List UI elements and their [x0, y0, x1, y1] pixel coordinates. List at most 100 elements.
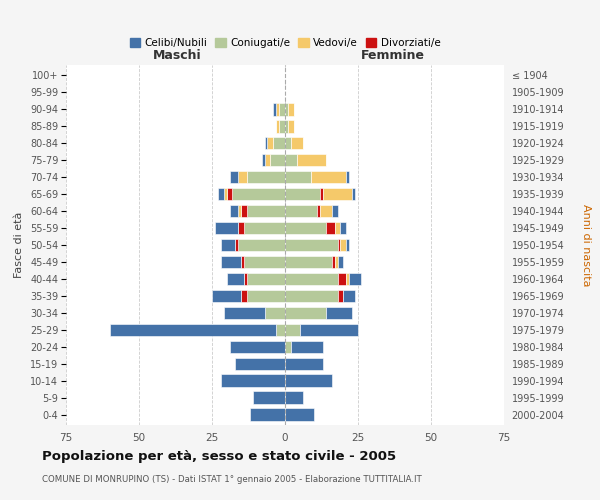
- Bar: [338, 272, 346, 285]
- Bar: [244, 222, 285, 234]
- Bar: [352, 188, 355, 200]
- Bar: [326, 222, 335, 234]
- Bar: [232, 188, 285, 200]
- Bar: [291, 136, 302, 149]
- Bar: [110, 324, 276, 336]
- Bar: [238, 204, 241, 218]
- Text: Femmine: Femmine: [361, 50, 425, 62]
- Bar: [343, 290, 355, 302]
- Bar: [253, 392, 285, 404]
- Bar: [299, 324, 358, 336]
- Bar: [221, 238, 235, 252]
- Bar: [247, 290, 285, 302]
- Bar: [262, 154, 265, 166]
- Bar: [340, 238, 346, 252]
- Bar: [285, 136, 291, 149]
- Bar: [230, 170, 238, 183]
- Bar: [338, 290, 343, 302]
- Bar: [346, 170, 349, 183]
- Bar: [276, 120, 279, 132]
- Bar: [212, 290, 241, 302]
- Y-axis label: Anni di nascita: Anni di nascita: [581, 204, 591, 286]
- Bar: [221, 256, 241, 268]
- Bar: [244, 272, 247, 285]
- Bar: [215, 222, 238, 234]
- Bar: [346, 238, 349, 252]
- Bar: [285, 272, 338, 285]
- Bar: [244, 256, 285, 268]
- Bar: [241, 204, 247, 218]
- Bar: [317, 204, 320, 218]
- Bar: [332, 204, 338, 218]
- Bar: [230, 340, 285, 353]
- Bar: [279, 120, 285, 132]
- Bar: [238, 222, 244, 234]
- Bar: [218, 188, 224, 200]
- Bar: [349, 272, 361, 285]
- Bar: [285, 306, 326, 320]
- Bar: [274, 136, 285, 149]
- Bar: [238, 170, 247, 183]
- Bar: [323, 188, 352, 200]
- Bar: [338, 238, 340, 252]
- Bar: [285, 358, 323, 370]
- Bar: [285, 154, 296, 166]
- Bar: [288, 103, 294, 116]
- Text: Maschi: Maschi: [152, 50, 201, 62]
- Bar: [227, 188, 232, 200]
- Bar: [265, 136, 268, 149]
- Bar: [296, 154, 326, 166]
- Bar: [235, 238, 238, 252]
- Bar: [285, 324, 299, 336]
- Bar: [247, 204, 285, 218]
- Bar: [285, 188, 320, 200]
- Y-axis label: Fasce di età: Fasce di età: [14, 212, 25, 278]
- Bar: [285, 170, 311, 183]
- Bar: [285, 392, 302, 404]
- Text: COMUNE DI MONRUPINO (TS) - Dati ISTAT 1° gennaio 2005 - Elaborazione TUTTITALIA.: COMUNE DI MONRUPINO (TS) - Dati ISTAT 1°…: [42, 475, 422, 484]
- Bar: [227, 272, 244, 285]
- Text: Popolazione per età, sesso e stato civile - 2005: Popolazione per età, sesso e stato civil…: [42, 450, 396, 463]
- Bar: [320, 204, 332, 218]
- Bar: [311, 170, 346, 183]
- Bar: [285, 290, 338, 302]
- Bar: [274, 103, 276, 116]
- Bar: [285, 374, 332, 387]
- Bar: [241, 290, 247, 302]
- Bar: [224, 188, 227, 200]
- Bar: [285, 238, 338, 252]
- Bar: [268, 136, 274, 149]
- Bar: [271, 154, 285, 166]
- Bar: [338, 256, 343, 268]
- Bar: [276, 103, 279, 116]
- Bar: [285, 222, 326, 234]
- Bar: [285, 408, 314, 421]
- Bar: [285, 204, 317, 218]
- Bar: [250, 408, 285, 421]
- Bar: [285, 120, 288, 132]
- Bar: [238, 238, 285, 252]
- Bar: [326, 306, 352, 320]
- Bar: [320, 188, 323, 200]
- Bar: [285, 256, 332, 268]
- Bar: [332, 256, 335, 268]
- Bar: [291, 340, 323, 353]
- Bar: [340, 222, 346, 234]
- Bar: [279, 103, 285, 116]
- Bar: [335, 256, 338, 268]
- Bar: [230, 204, 238, 218]
- Bar: [241, 256, 244, 268]
- Bar: [288, 120, 294, 132]
- Bar: [346, 272, 349, 285]
- Bar: [247, 170, 285, 183]
- Bar: [221, 374, 285, 387]
- Legend: Celibi/Nubili, Coniugati/e, Vedovi/e, Divorziati/e: Celibi/Nubili, Coniugati/e, Vedovi/e, Di…: [125, 34, 445, 52]
- Bar: [265, 306, 285, 320]
- Bar: [276, 324, 285, 336]
- Bar: [335, 222, 340, 234]
- Bar: [265, 154, 271, 166]
- Bar: [247, 272, 285, 285]
- Bar: [224, 306, 265, 320]
- Bar: [285, 103, 288, 116]
- Bar: [285, 340, 291, 353]
